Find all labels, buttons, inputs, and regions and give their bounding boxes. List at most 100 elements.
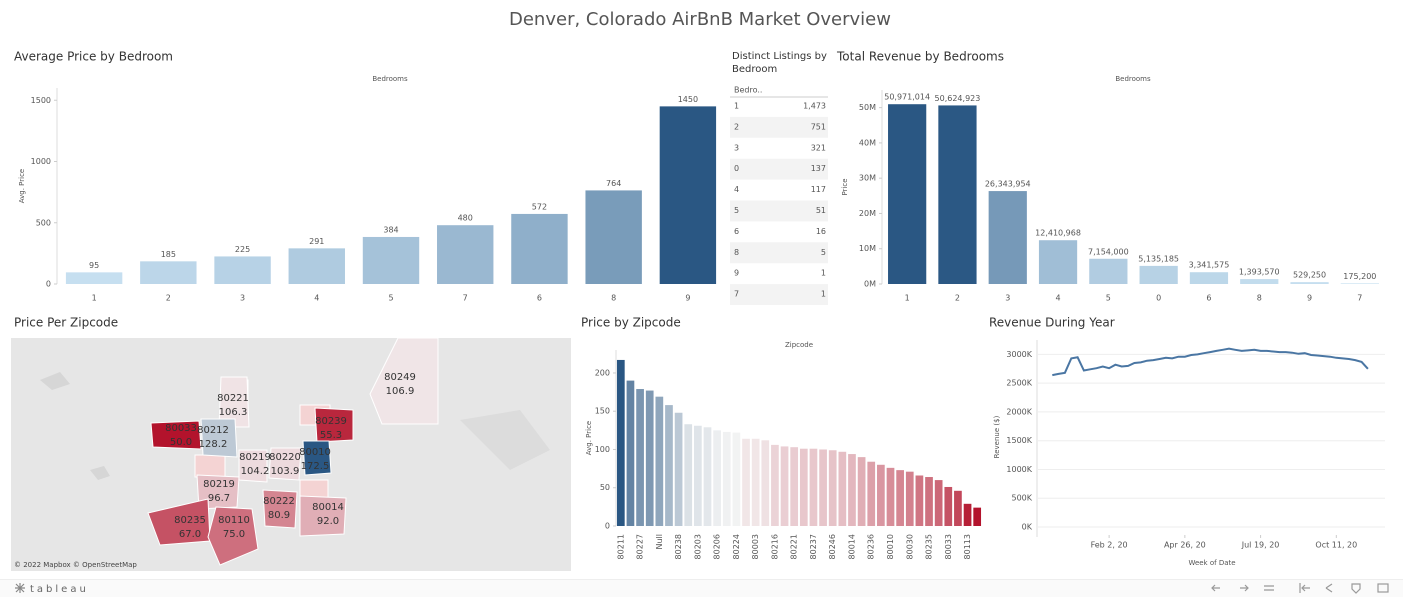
value-label: 480	[458, 214, 473, 223]
bar	[1089, 258, 1128, 284]
bar	[799, 448, 808, 526]
x-tick-label: 80236	[867, 534, 876, 559]
zip-region	[218, 376, 250, 428]
row-label: 2	[734, 122, 739, 131]
zip-label: 80010	[299, 447, 331, 458]
row-band	[730, 284, 828, 305]
value-label: 225	[235, 245, 250, 254]
y-tick-label: 40M	[859, 138, 876, 147]
bar	[934, 480, 943, 526]
zip-label: 80014	[312, 502, 344, 513]
y-tick-label: 100	[595, 445, 610, 454]
x-tick-label: 80003	[751, 534, 760, 559]
bar	[732, 432, 741, 526]
zip-region	[299, 495, 347, 537]
zip-region	[302, 440, 332, 476]
x-tick-label: 4	[314, 294, 319, 303]
undo-button[interactable]	[1211, 584, 1220, 592]
row-label: 8	[734, 248, 739, 257]
bar	[65, 272, 123, 284]
reset-button[interactable]	[1299, 583, 1310, 593]
y-axis-title: Price	[841, 178, 849, 195]
bar	[751, 438, 760, 526]
bar	[665, 405, 673, 526]
bar	[819, 449, 827, 526]
row-band	[730, 242, 828, 264]
value-label: 529,250	[1293, 271, 1326, 280]
zip-label: 80220	[269, 452, 301, 463]
bar	[659, 106, 717, 284]
value-label: 12,410,968	[1035, 229, 1081, 238]
redo-button[interactable]	[1240, 584, 1249, 592]
bar	[988, 191, 1027, 284]
bar	[626, 380, 635, 526]
x-tick-label: 1	[905, 294, 910, 303]
zip-region	[150, 420, 202, 450]
bar	[616, 359, 625, 526]
row-value: 751	[811, 122, 826, 131]
chart-title: Revenue During Year	[989, 316, 1115, 330]
zip-label: 80033	[165, 423, 197, 434]
chart-title: Price by Zipcode	[581, 316, 681, 330]
zip-value-label: 96.7	[208, 493, 230, 504]
zip-label: 80219	[203, 479, 235, 490]
y-tick-label: 1500	[31, 96, 51, 105]
brand: tableau	[30, 584, 89, 595]
x-tick-label: 80033	[944, 534, 953, 559]
y-tick-label: 50M	[859, 103, 876, 112]
bar	[655, 396, 664, 526]
y-tick-label: 0	[46, 280, 51, 289]
x-tick-label: 6	[537, 294, 542, 303]
row-value: 137	[811, 164, 826, 173]
x-tick-label: 3	[1005, 294, 1010, 303]
bar	[722, 431, 731, 526]
chart-title: Total Revenue by Bedrooms	[836, 50, 1004, 64]
bar	[1340, 283, 1379, 284]
row-label: 9	[734, 269, 739, 278]
zip-region	[314, 407, 354, 443]
bar	[511, 213, 568, 284]
x-axis-title: Bedrooms	[1115, 75, 1151, 83]
fullscreen-button[interactable]	[1377, 583, 1389, 593]
zip-value-label: 106.9	[386, 386, 415, 397]
chart-title: Average Price by Bedroom	[14, 50, 173, 64]
value-label: 764	[606, 179, 621, 188]
zip-label: 80222	[263, 496, 295, 507]
revert-button[interactable]	[1264, 585, 1274, 591]
x-tick-label: Oct 11, 20	[1315, 541, 1357, 550]
bar	[362, 236, 420, 284]
row-value: 1	[821, 290, 826, 299]
bar	[437, 225, 494, 284]
value-label: 1,393,570	[1239, 268, 1280, 277]
share-button[interactable]	[1325, 583, 1333, 593]
zip-value-label: 75.0	[223, 529, 245, 540]
download-button[interactable]	[1351, 583, 1361, 594]
x-tick-label: 80227	[636, 534, 645, 559]
bar	[771, 444, 779, 526]
row-value: 1,473	[803, 102, 826, 111]
bar	[944, 486, 953, 526]
bar	[963, 503, 972, 526]
bar	[585, 190, 642, 284]
row-label: 7	[734, 290, 739, 299]
bar	[896, 470, 904, 526]
x-tick-label: 7	[463, 294, 468, 303]
zip-value-label: 106.3	[219, 407, 248, 418]
zip-value-label: 55.3	[320, 430, 342, 441]
x-tick-label: Feb 2, 20	[1091, 541, 1128, 550]
value-label: 5,135,185	[1138, 254, 1179, 263]
revenue-line	[1052, 347, 1369, 377]
x-tick-label: 9	[685, 294, 690, 303]
zip-region	[262, 489, 298, 529]
x-axis-title: Bedrooms	[372, 75, 408, 83]
y-tick-label: 30M	[859, 174, 876, 183]
zip-value-label: 172.5	[301, 461, 330, 472]
x-axis-title: Zipcode	[785, 341, 813, 349]
zip-value-label: 103.9	[271, 466, 300, 477]
row-label: 6	[734, 227, 739, 236]
bar	[742, 438, 750, 526]
row-value: 117	[811, 185, 826, 194]
x-tick-label: 80235	[925, 534, 934, 559]
x-tick-label: 7	[1357, 294, 1362, 303]
